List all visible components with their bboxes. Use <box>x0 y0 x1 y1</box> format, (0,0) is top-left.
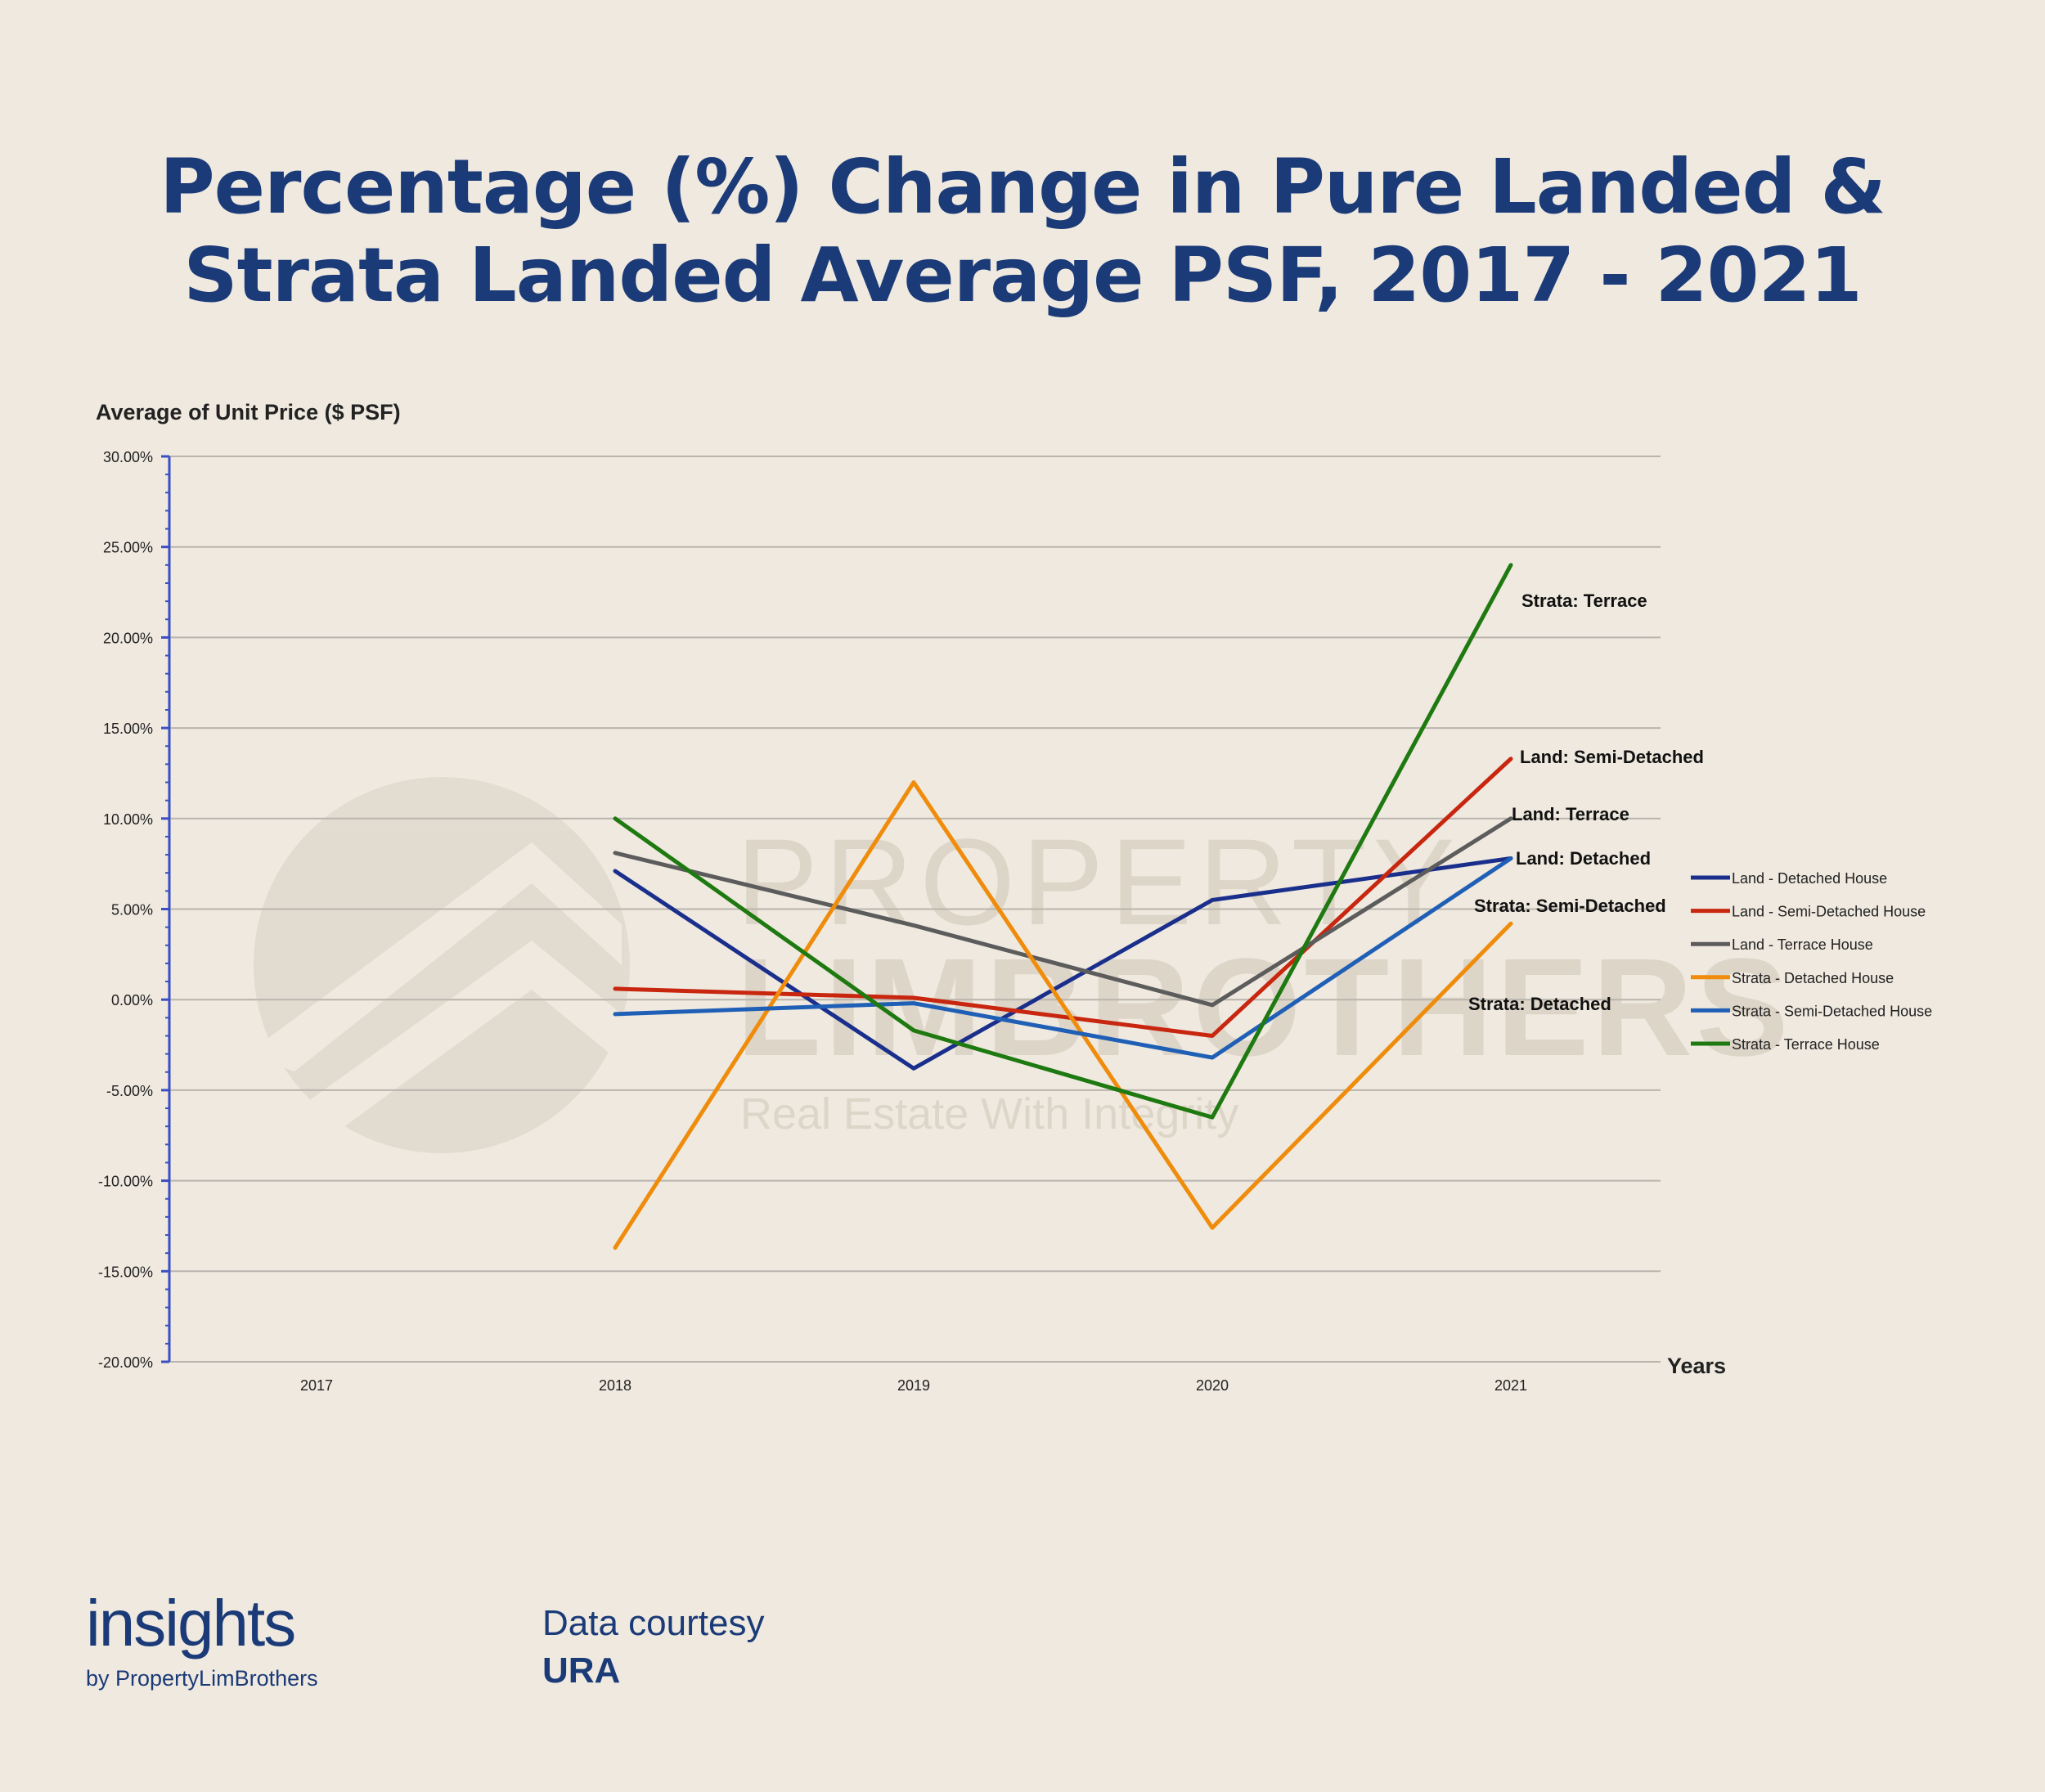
legend-label: Land - Terrace House <box>1732 936 1873 953</box>
credit-source: URA <box>542 1651 621 1691</box>
series-lines <box>613 563 1513 1251</box>
legend-label: Strata - Semi-Detached House <box>1732 1003 1932 1019</box>
series-annotation: Land: Terrace <box>1512 804 1629 824</box>
data-credit: Data courtesy URA <box>542 1603 764 1691</box>
credit-label: Data courtesy <box>542 1603 765 1643</box>
x-axis: 2017 2018 2019 2020 2021 <box>300 1377 1527 1394</box>
brand-word: insights <box>86 1587 296 1660</box>
series-annotation: Land: Semi-Detached <box>1520 747 1704 767</box>
series-line <box>613 856 1513 1071</box>
series-line <box>613 757 1513 1038</box>
legend-label: Strata - Terrace House <box>1732 1036 1880 1053</box>
watermark-tagline: Real Estate With Integrity <box>740 1089 1238 1139</box>
x-tick-label: 2018 <box>599 1377 631 1394</box>
y-tick-label: 10.00% <box>103 811 153 828</box>
watermark-logo <box>245 777 630 1153</box>
y-tick-label: -10.00% <box>98 1174 153 1190</box>
y-axis: 30.00% 25.00% 20.00% 15.00% 10.00% 5.00% 0.00%… <box>98 449 171 1371</box>
gridlines <box>169 456 1661 1363</box>
watermark-line-2: LIMBROTHERS <box>736 930 1792 1085</box>
series-annotation: Strata: Detached <box>1468 994 1611 1014</box>
title-line-2: Strata Landed Average PSF, 2017 - 2021 <box>183 231 1862 319</box>
y-tick-label: 20.00% <box>103 630 153 646</box>
page-title: Percentage (%) Change in Pure Landed & S… <box>0 143 2045 320</box>
legend: Land - Detached House Land - Semi-Detache… <box>1691 870 1932 1053</box>
legend-label: Land - Detached House <box>1732 870 1887 887</box>
series-annotation: Strata: Terrace <box>1521 591 1647 611</box>
series-line <box>613 563 1513 1120</box>
y-tick-label: 0.00% <box>111 992 153 1008</box>
watermark: PROPERTY LIMBROTHERS Real Estate With In… <box>245 777 1792 1153</box>
y-tick-label: 5.00% <box>111 902 153 918</box>
series-line <box>613 780 1513 1251</box>
legend-label: Strata - Detached House <box>1732 970 1894 986</box>
x-axis-label: Years <box>1667 1354 1726 1378</box>
y-tick-label: -5.00% <box>106 1083 153 1099</box>
series-annotations: Land: Detached Land: Semi-Detached Land: T… <box>1468 591 1704 1014</box>
y-tick-label: 30.00% <box>103 449 153 465</box>
series-line <box>613 816 1513 1008</box>
brand-subtitle: by PropertyLimBrothers <box>86 1666 318 1691</box>
y-tick-label: -20.00% <box>98 1354 153 1371</box>
y-tick-label: 15.00% <box>103 721 153 737</box>
series-line <box>613 856 1513 1060</box>
x-tick-label: 2021 <box>1494 1377 1527 1394</box>
series-annotation: Land: Detached <box>1516 848 1651 869</box>
series-annotation: Strata: Semi-Detached <box>1474 896 1666 916</box>
y-tick-label: -15.00% <box>98 1264 153 1280</box>
legend-label: Land - Semi-Detached House <box>1732 904 1926 920</box>
y-axis-label: Average of Unit Price ($ PSF) <box>96 400 401 424</box>
x-tick-label: 2019 <box>897 1377 930 1394</box>
brand-logo: insights by PropertyLimBrothers <box>86 1591 318 1691</box>
x-tick-label: 2017 <box>300 1377 333 1394</box>
x-tick-label: 2020 <box>1196 1377 1229 1394</box>
y-tick-label: 25.00% <box>103 540 153 556</box>
title-line-1: Percentage (%) Change in Pure Landed & <box>160 143 1886 231</box>
